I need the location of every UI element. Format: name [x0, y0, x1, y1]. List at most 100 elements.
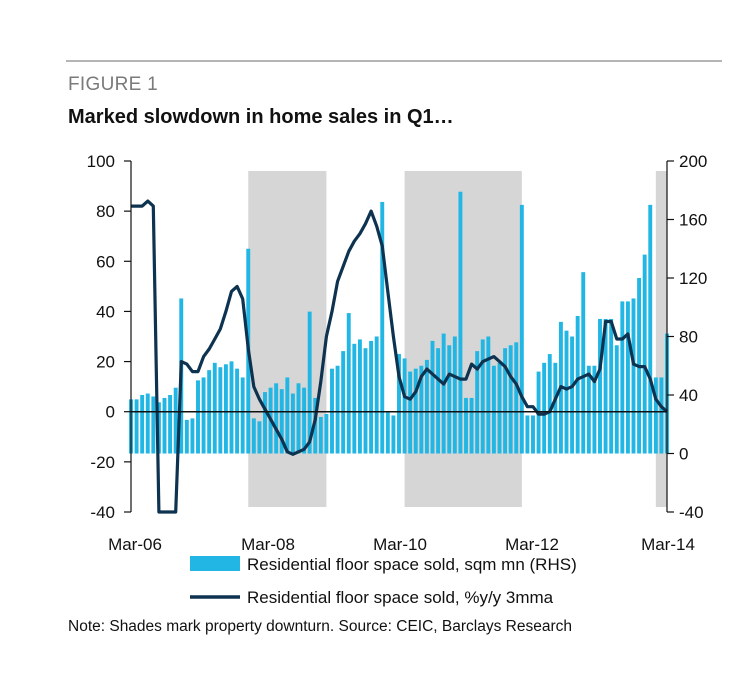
- bar: [586, 365, 591, 454]
- bar: [581, 272, 586, 454]
- bar: [620, 301, 625, 454]
- top-rule: [66, 60, 722, 62]
- bar: [168, 395, 173, 454]
- bar: [302, 387, 307, 454]
- x-axis-tick-label: Mar-06: [108, 535, 162, 554]
- bar: [553, 362, 558, 454]
- bar: [436, 348, 441, 454]
- bar: [508, 345, 513, 454]
- left-axis-tick-label: 0: [106, 403, 115, 422]
- bar: [296, 383, 301, 454]
- bar: [335, 365, 340, 454]
- bar: [441, 333, 446, 454]
- bar: [570, 336, 575, 454]
- right-axis-tick-label: 40: [679, 386, 698, 405]
- source-note: Note: Shades mark property downturn. Sou…: [68, 618, 572, 635]
- bar: [475, 351, 480, 454]
- left-axis-tick-label: -40: [90, 503, 115, 522]
- bar: [424, 359, 429, 454]
- bar: [346, 313, 351, 454]
- bar: [240, 377, 245, 454]
- left-axis-tick-label: 40: [96, 302, 115, 321]
- bar: [397, 354, 401, 454]
- bar: [598, 318, 602, 454]
- bar: [514, 342, 519, 454]
- legend-label-line: Residential floor space sold, %y/y 3mma: [247, 588, 554, 607]
- bar: [609, 318, 614, 454]
- right-axis-tick-label: 0: [679, 445, 688, 464]
- bar: [447, 345, 452, 454]
- bar: [575, 316, 580, 454]
- bar: [374, 336, 379, 454]
- bar: [531, 415, 535, 454]
- bar: [464, 397, 468, 454]
- bar: [274, 383, 279, 454]
- axes: 100806040200-20-4020016012080400-40Mar-0…: [87, 152, 708, 554]
- right-axis-tick-label: 160: [679, 211, 707, 230]
- bar: [363, 348, 368, 454]
- legend: Residential floor space sold, sqm mn (RH…: [190, 555, 577, 607]
- bar: [614, 345, 619, 454]
- bar: [402, 358, 407, 454]
- bar: [419, 365, 424, 454]
- bar: [257, 421, 262, 454]
- bar: [380, 201, 385, 454]
- x-axis-tick-label: Mar-08: [241, 535, 295, 554]
- shaded-period: [248, 171, 327, 507]
- bar: [212, 362, 217, 454]
- left-axis-tick-label: -20: [90, 453, 115, 472]
- bar: [564, 330, 569, 454]
- bar: [497, 362, 502, 454]
- bar: [279, 389, 284, 454]
- bar: [196, 380, 200, 454]
- bar: [653, 377, 658, 454]
- bar: [491, 365, 496, 454]
- bar: [631, 298, 636, 454]
- figure-label: FIGURE 1: [68, 74, 159, 95]
- bar: [592, 365, 597, 454]
- bar: [145, 393, 150, 454]
- bar: [659, 377, 664, 454]
- bar: [391, 415, 396, 454]
- bar: [486, 336, 491, 454]
- series-line: [131, 199, 669, 514]
- right-axis-tick-label: 80: [679, 328, 698, 347]
- bar: [469, 397, 474, 454]
- bar: [547, 354, 552, 454]
- bar: [285, 377, 290, 454]
- bar: [525, 415, 530, 454]
- bar: [480, 339, 485, 454]
- bar: [290, 393, 295, 454]
- bar: [173, 387, 178, 454]
- bar: [140, 395, 145, 454]
- left-axis-tick-label: 100: [87, 152, 115, 171]
- bar: [648, 204, 653, 454]
- left-axis-tick-label: 80: [96, 202, 115, 221]
- bar: [223, 364, 228, 454]
- bar: [625, 301, 630, 454]
- bar: [603, 318, 608, 454]
- shaded-period: [404, 171, 522, 507]
- bar: [251, 418, 256, 454]
- right-axis-tick-label: 200: [679, 152, 707, 171]
- bar: [503, 348, 508, 454]
- bar: [385, 412, 390, 454]
- right-axis-tick-label: 120: [679, 269, 707, 288]
- bar: [352, 343, 357, 454]
- bar: [229, 361, 234, 454]
- bar: [218, 367, 223, 454]
- legend-label-bars: Residential floor space sold, sqm mn (RH…: [247, 555, 577, 574]
- x-axis-tick-label: Mar-12: [505, 535, 559, 554]
- bar: [162, 397, 167, 454]
- bar: [452, 336, 457, 454]
- bar-series: [129, 191, 669, 454]
- line-series: [131, 199, 669, 514]
- bar: [307, 311, 312, 454]
- chart-title: Marked slowdown in home sales in Q1…: [68, 106, 454, 128]
- bar: [318, 416, 323, 454]
- right-axis-tick-label: -40: [679, 503, 704, 522]
- left-axis-tick-label: 20: [96, 353, 115, 372]
- x-axis-tick-label: Mar-14: [641, 535, 695, 554]
- bar: [408, 371, 413, 454]
